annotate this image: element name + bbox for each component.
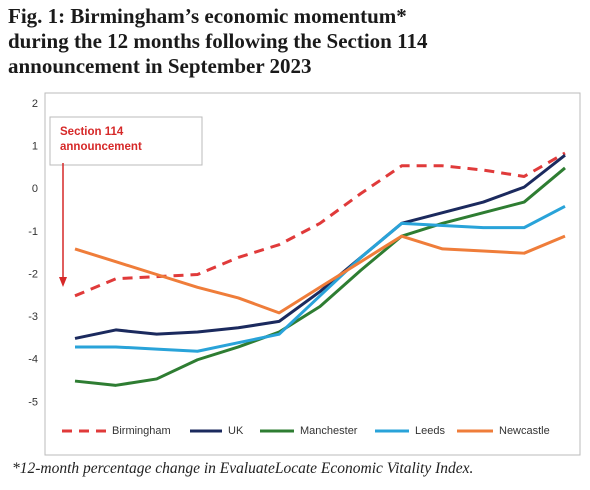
series-line xyxy=(75,204,566,353)
legend-label: UK xyxy=(228,425,244,437)
title-line: Fig. 1: Birmingham’s economic momentum* xyxy=(8,4,407,28)
y-tick-label: 2 xyxy=(32,98,38,110)
title-line: during the 12 months following the Secti… xyxy=(8,29,428,53)
legend-label: Manchester xyxy=(300,425,358,437)
y-tick-label: 0 xyxy=(32,183,38,195)
y-tick-label: 1 xyxy=(32,141,38,153)
y-tick-label: -4 xyxy=(28,354,38,366)
footnote: *12-month percentage change in EvaluateL… xyxy=(12,460,474,477)
annotation: announcement xyxy=(60,141,142,153)
legend-label: Newcastle xyxy=(499,425,550,437)
series-line xyxy=(74,153,566,340)
chart-title: Fig. 1: Birmingham’s economic momentum* … xyxy=(8,4,427,79)
annotation-box xyxy=(49,116,203,166)
series-line xyxy=(74,166,566,387)
legend-label: Birmingham xyxy=(112,425,171,437)
chart: Section 114 announcement 2 1 0 -1 -2 -3 -4 -5 Bi… xyxy=(28,92,581,456)
plot-frame xyxy=(44,92,581,456)
y-tick-label: -2 xyxy=(28,268,38,280)
series-line xyxy=(74,151,566,298)
annotation: Section 114 xyxy=(60,126,124,138)
title-line: announcement in September 2023 xyxy=(8,54,312,78)
y-tick-label: -1 xyxy=(28,226,38,238)
legend-label: Leeds xyxy=(415,425,445,437)
arrow-head xyxy=(59,277,67,287)
y-tick-label: -5 xyxy=(28,396,38,408)
y-tick-label: -3 xyxy=(28,311,38,323)
series-line xyxy=(74,234,566,315)
